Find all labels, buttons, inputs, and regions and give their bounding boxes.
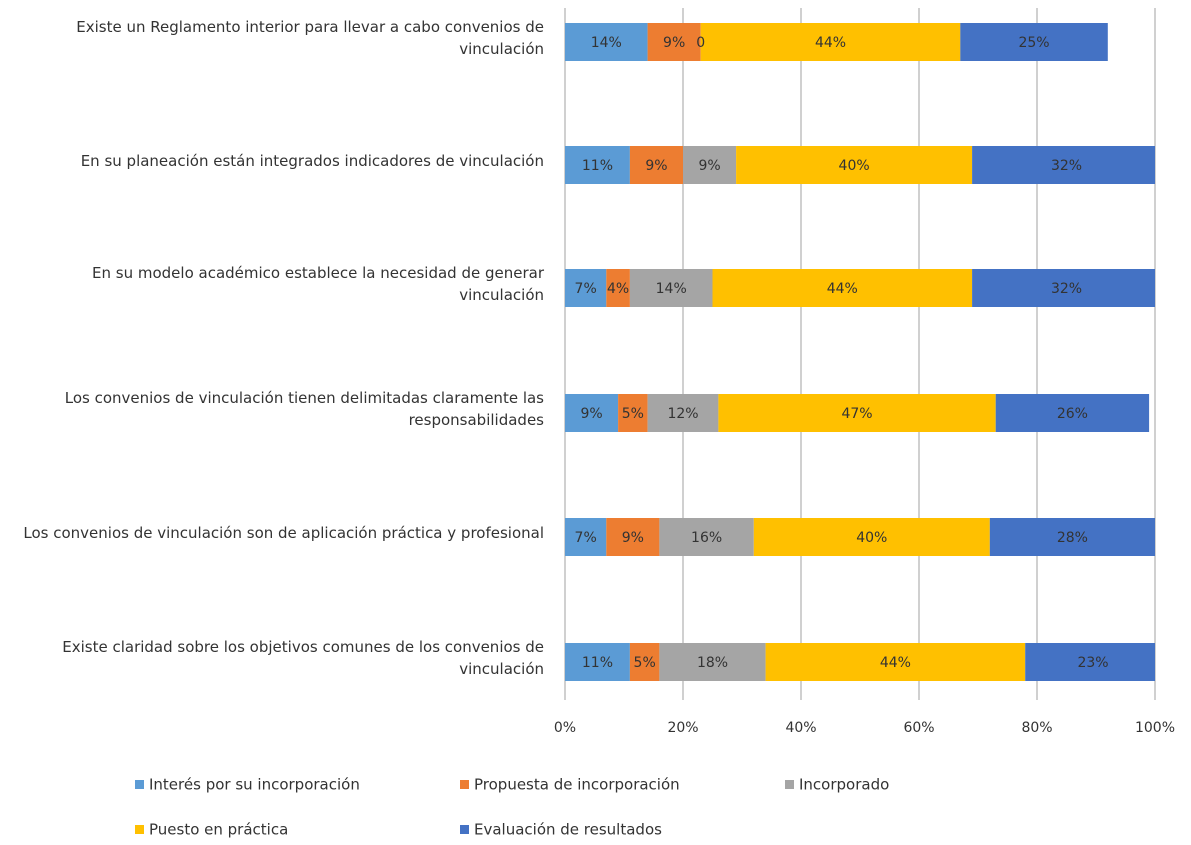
- bar-segment: [972, 146, 1155, 184]
- x-tick-label: 100%: [1135, 720, 1175, 736]
- bar-segment: [565, 146, 630, 184]
- data-label: 26%: [1057, 406, 1088, 422]
- category-label: Existe un Reglamento interior para lleva…: [76, 18, 544, 58]
- bar-segment: [647, 23, 701, 61]
- bar-segment: [565, 23, 648, 61]
- legend-label: Evaluación de resultados: [474, 821, 662, 839]
- category-label: Los convenios de vinculación tienen deli…: [64, 389, 544, 429]
- category-label: Existe claridad sobre los objetivos comu…: [62, 638, 544, 678]
- bar-segment: [647, 394, 719, 432]
- x-tick-label: 40%: [785, 720, 816, 736]
- legend-swatch: [135, 780, 144, 789]
- data-label: 14%: [656, 281, 687, 297]
- bar-segment: [995, 394, 1150, 432]
- bar-segment: [736, 146, 973, 184]
- bar-segment: [659, 518, 754, 556]
- bar-segment: [1025, 643, 1155, 681]
- data-label: 44%: [880, 655, 911, 671]
- bar-segment: [989, 518, 1155, 556]
- data-label: 44%: [815, 35, 846, 51]
- bar-segment: [960, 23, 1108, 61]
- data-label: 9%: [663, 35, 685, 51]
- data-label: 47%: [841, 406, 872, 422]
- bars: [565, 23, 1155, 681]
- data-label: 11%: [582, 655, 613, 671]
- x-tick-label: 60%: [903, 720, 934, 736]
- legend-swatch: [785, 780, 794, 789]
- bar-segment: [565, 269, 607, 307]
- bar-segment: [618, 394, 648, 432]
- data-label: 12%: [667, 406, 698, 422]
- bar-segment: [565, 643, 630, 681]
- data-label: 5%: [622, 406, 644, 422]
- bar-segment: [700, 23, 961, 61]
- data-label: 9%: [645, 158, 667, 174]
- bar-segment: [718, 394, 996, 432]
- category-label: Los convenios de vinculación son de apli…: [23, 524, 544, 542]
- data-label: 28%: [1057, 530, 1088, 546]
- data-label: 40%: [839, 158, 870, 174]
- data-label: 11%: [582, 158, 613, 174]
- data-label: 18%: [697, 655, 728, 671]
- data-label: 9%: [580, 406, 602, 422]
- data-label: 32%: [1051, 158, 1082, 174]
- legend-swatch: [135, 825, 144, 834]
- data-label: 5%: [634, 655, 656, 671]
- data-label: 40%: [856, 530, 887, 546]
- data-label: 16%: [691, 530, 722, 546]
- x-tick-label: 0%: [554, 720, 576, 736]
- bar-segment: [712, 269, 973, 307]
- bar-segment: [565, 394, 619, 432]
- legend-label: Incorporado: [799, 776, 889, 794]
- bar-segment: [629, 643, 660, 681]
- data-label: 23%: [1077, 655, 1108, 671]
- bar-segment: [683, 146, 737, 184]
- legend-swatch: [460, 780, 469, 789]
- data-label: 7%: [575, 281, 597, 297]
- legend-label: Puesto en práctica: [149, 821, 288, 839]
- data-label: 25%: [1018, 35, 1049, 51]
- data-label: 9%: [698, 158, 720, 174]
- x-tick-label: 20%: [667, 720, 698, 736]
- bar-segment: [606, 518, 660, 556]
- bar-segment: [972, 269, 1155, 307]
- bar-segment: [753, 518, 990, 556]
- bar-segment: [606, 269, 630, 307]
- data-label: 32%: [1051, 281, 1082, 297]
- bar-segment: [629, 146, 683, 184]
- category-label: En su planeación están integrados indica…: [80, 152, 544, 170]
- data-label: 7%: [575, 530, 597, 546]
- data-label: 44%: [827, 281, 858, 297]
- legend-label: Propuesta de incorporación: [474, 776, 680, 794]
- x-tick-label: 80%: [1021, 720, 1052, 736]
- bar-segment: [629, 269, 713, 307]
- data-label: 14%: [591, 35, 622, 51]
- bar-segment: [659, 643, 766, 681]
- data-label: 0: [696, 35, 705, 51]
- data-label: 4%: [607, 281, 629, 297]
- bar-segment: [765, 643, 1026, 681]
- data-label: 9%: [622, 530, 644, 546]
- bar-segment: [565, 518, 607, 556]
- legend-label: Interés por su incorporación: [149, 776, 360, 794]
- legend-swatch: [460, 825, 469, 834]
- category-label: En su modelo académico establece la nece…: [92, 264, 544, 304]
